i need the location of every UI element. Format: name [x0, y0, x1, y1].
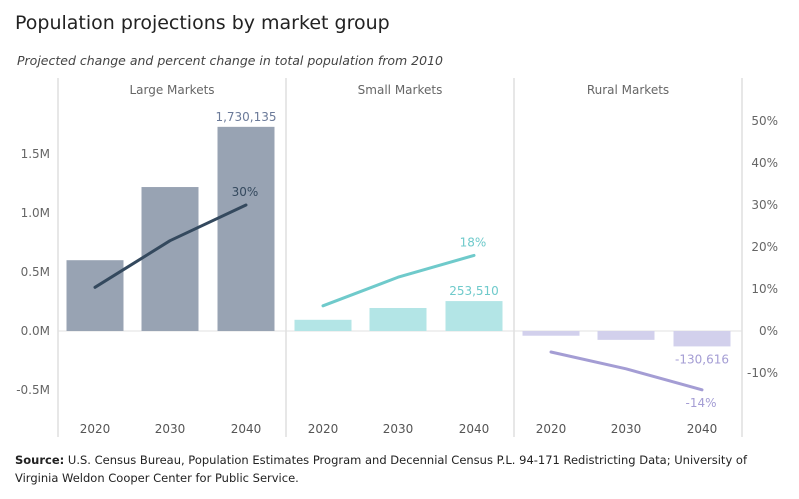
right-axis-tick-label: 50% [751, 114, 778, 128]
x-tick-label: 2040 [687, 422, 718, 436]
left-axis-tick-label: 1.5M [21, 147, 50, 161]
bar [141, 187, 199, 331]
right-axis-tick-label: 0% [759, 324, 778, 338]
x-tick-label: 2030 [383, 422, 414, 436]
bar [673, 331, 731, 347]
right-axis-tick-label: -10% [747, 366, 778, 380]
source-text: U.S. Census Bureau, Population Estimates… [15, 453, 747, 485]
bar [294, 319, 352, 331]
left-axis-tick-label: 1.0M [21, 206, 50, 220]
left-axis-tick-label: 0.5M [21, 265, 50, 279]
panel-header: Large Markets [129, 83, 214, 97]
bar [66, 260, 124, 331]
bar [445, 301, 503, 331]
x-tick-label: 2030 [611, 422, 642, 436]
percent-line [321, 253, 476, 308]
bar [217, 126, 275, 331]
right-axis-tick-label: 30% [751, 198, 778, 212]
bar [369, 307, 427, 331]
bar-value-label: -130,616 [675, 352, 729, 366]
line-value-label: 30% [232, 185, 259, 199]
percent-line [549, 350, 704, 392]
right-axis-tick-label: 20% [751, 240, 778, 254]
left-axis-tick-label: -0.5M [16, 383, 50, 397]
panel-header: Rural Markets [587, 83, 669, 97]
chart-title: Population projections by market group [15, 12, 390, 34]
x-tick-label: 2020 [308, 422, 339, 436]
x-tick-label: 2040 [459, 422, 490, 436]
line-value-label: -14% [685, 396, 716, 410]
x-tick-label: 2040 [231, 422, 262, 436]
bar-value-label: 1,730,135 [215, 110, 276, 124]
x-tick-label: 2030 [155, 422, 186, 436]
left-axis-tick-label: 0.0M [21, 324, 50, 338]
percent-line [93, 203, 248, 289]
x-tick-label: 2020 [80, 422, 111, 436]
x-tick-label: 2020 [536, 422, 567, 436]
source-note: Source: U.S. Census Bureau, Population E… [15, 451, 785, 487]
bar [522, 331, 580, 336]
source-label: Source: [15, 453, 65, 467]
panel-header: Small Markets [358, 83, 443, 97]
line-value-label: 18% [460, 235, 487, 249]
chart-subtitle: Projected change and percent change in t… [17, 53, 443, 68]
bar-value-label: 253,510 [449, 284, 499, 298]
right-axis-tick-label: 10% [751, 282, 778, 296]
bar [597, 331, 655, 340]
chart-area: -0.5M 0.0M 0.5M 1.0M 1.5M -10% 0% 10% 20% 30% 40% 5… [16, 78, 778, 437]
right-axis-tick-label: 40% [751, 156, 778, 170]
